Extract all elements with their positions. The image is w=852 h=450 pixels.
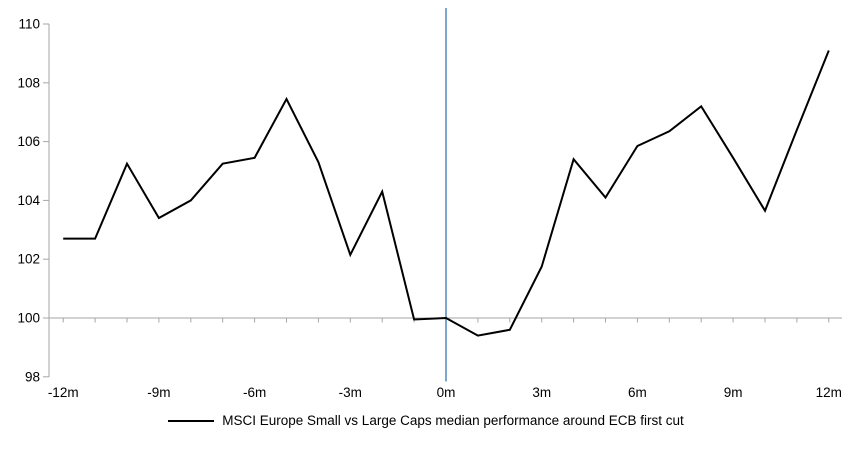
- x-tick-label: -6m: [243, 385, 266, 400]
- y-tick-label: 100: [17, 311, 40, 326]
- x-tick-label: -3m: [339, 385, 362, 400]
- x-tick-label: 6m: [628, 385, 647, 400]
- y-tick-label: 110: [18, 17, 40, 32]
- x-tick-label: 3m: [532, 385, 551, 400]
- y-tick-label: 104: [17, 193, 40, 208]
- legend-label: MSCI Europe Small vs Large Caps median p…: [222, 413, 684, 428]
- x-axis: -12m -9m -6m -3m 0m 3m 6m 9m 12m: [48, 317, 842, 400]
- y-axis: 98 100 102 104 106 108 110: [17, 17, 50, 384]
- series-line: [63, 50, 830, 337]
- x-tick-label: -9m: [147, 385, 170, 400]
- y-tick-label: 102: [17, 252, 40, 267]
- y-tick-label: 108: [17, 75, 40, 90]
- legend-line-sample: [168, 419, 215, 422]
- x-tick-label: 0m: [437, 385, 456, 400]
- y-tick-label: 98: [25, 369, 40, 384]
- x-tick-label: 9m: [724, 385, 743, 400]
- x-tick-label: 12m: [816, 385, 842, 400]
- y-tick-label: 106: [17, 134, 40, 149]
- legend: MSCI Europe Small vs Large Caps median p…: [0, 413, 852, 428]
- x-tick-label: -12m: [48, 385, 79, 400]
